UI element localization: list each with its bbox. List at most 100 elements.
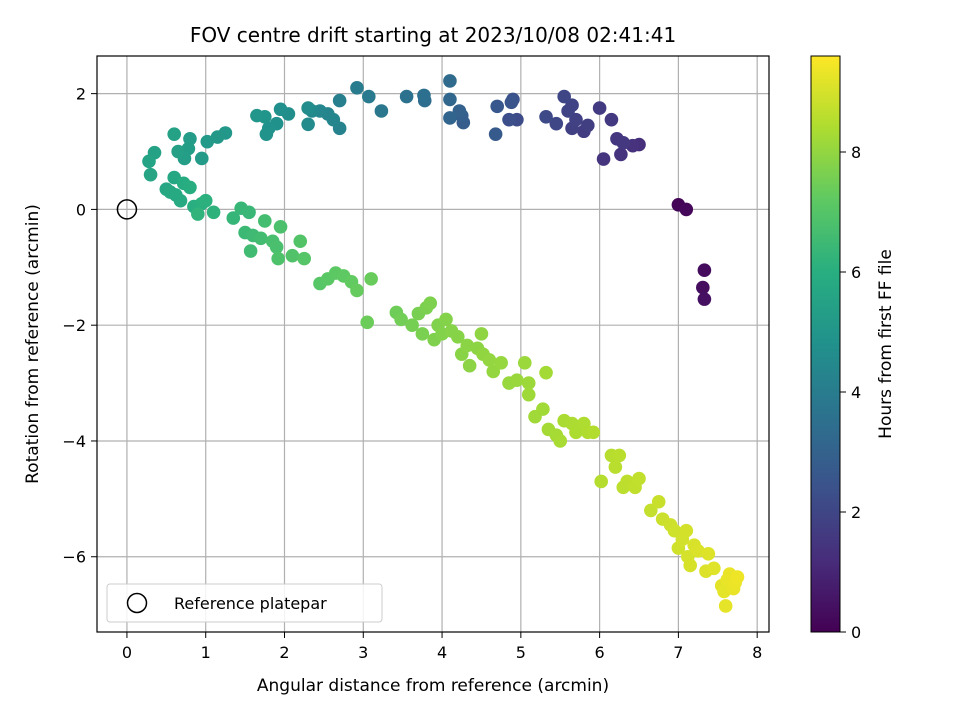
data-point [273,102,288,117]
data-point [486,364,501,379]
data-point [592,101,607,115]
data-point [696,280,710,295]
data-point [250,108,264,123]
data-point [259,127,274,141]
legend-box [106,583,383,623]
data-point [679,523,694,538]
data-point [614,147,628,162]
data-point [539,365,553,380]
data-point [553,434,568,448]
x-tick-label: 2 [279,643,289,662]
chart-title: FOV centre drift starting at 2023/10/08 … [190,23,676,47]
data-point [651,494,666,509]
data-point [683,558,698,573]
data-point [423,296,438,310]
x-tick-label: 3 [358,643,368,662]
data-point [439,312,453,327]
data-point [730,570,745,584]
data-point [494,356,508,370]
y-tick-label: −6 [62,548,86,567]
data-point [569,112,583,127]
data-point [502,112,516,127]
data-point [198,193,213,208]
data-point [364,272,378,286]
colorbar [810,55,841,633]
x-tick-label: 4 [437,643,447,662]
data-point [536,402,550,416]
data-point [707,561,721,576]
legend: Reference platepar [106,583,383,623]
data-point [510,373,524,387]
data-point [586,425,601,440]
legend-entry-label: Reference platepar [174,594,327,613]
data-point [361,89,376,104]
data-point [691,544,705,558]
data-point [608,460,623,474]
data-point [443,92,457,107]
data-point [460,338,475,353]
data-point [488,127,503,141]
data-point [549,116,564,131]
data-point [326,112,341,127]
data-point [644,503,658,518]
colorbar-tick-label: 6 [851,263,861,282]
reference-platepar-marker [116,199,138,220]
data-point [360,315,375,330]
data-point [258,214,272,228]
data-point [210,130,225,144]
data-point [504,95,519,110]
data-point [273,219,288,234]
data-point [350,283,364,298]
data-point [226,211,241,225]
data-point [490,99,505,114]
data-point [415,327,430,341]
data-point [301,117,315,132]
colorbar-label: Hours from first FF file [876,249,896,439]
colorbar-tick-label: 2 [851,503,861,522]
data-point [200,134,215,149]
data-point [243,244,258,258]
data-point [399,89,414,104]
data-point [565,98,579,113]
data-point [394,312,408,327]
plot-frame [96,55,770,633]
colorbar-ticks: 0 2 4 6 8 [840,143,861,642]
data-point [171,144,185,159]
data-point [539,109,553,124]
colorbar-tick-label: 4 [851,383,861,402]
data-point [718,599,733,613]
data-point [521,376,536,390]
data-point [557,89,571,104]
data-point [350,81,364,95]
data-point [452,104,467,118]
data-point [443,74,457,88]
y-tick-label: 0 [76,200,86,219]
data-point [569,425,583,440]
data-point [194,151,209,166]
x-axis-ticks: 0 1 2 3 4 5 6 7 8 [122,632,762,662]
data-point [604,112,619,127]
data-point [301,101,315,115]
x-tick-label: 6 [595,643,605,662]
data-point [271,251,285,266]
scatter-series [142,74,745,613]
data-point [191,207,205,221]
data-point [167,127,182,141]
data-point [254,231,268,246]
y-tick-label: −4 [62,432,86,451]
data-point [517,356,532,370]
data-point [632,471,646,486]
y-axis-ticks: 2 0 −2 −4 −6 [62,85,97,567]
x-tick-label: 0 [122,643,132,662]
y-tick-label: −2 [62,316,86,335]
data-point [521,387,536,402]
data-point [679,202,694,217]
data-point [417,88,431,103]
data-point [405,318,419,332]
data-point [612,448,627,463]
data-point [242,205,256,220]
x-axis-label: Angular distance from reference (arcmin) [257,676,609,696]
data-point [293,234,308,249]
x-tick-label: 1 [201,643,211,662]
